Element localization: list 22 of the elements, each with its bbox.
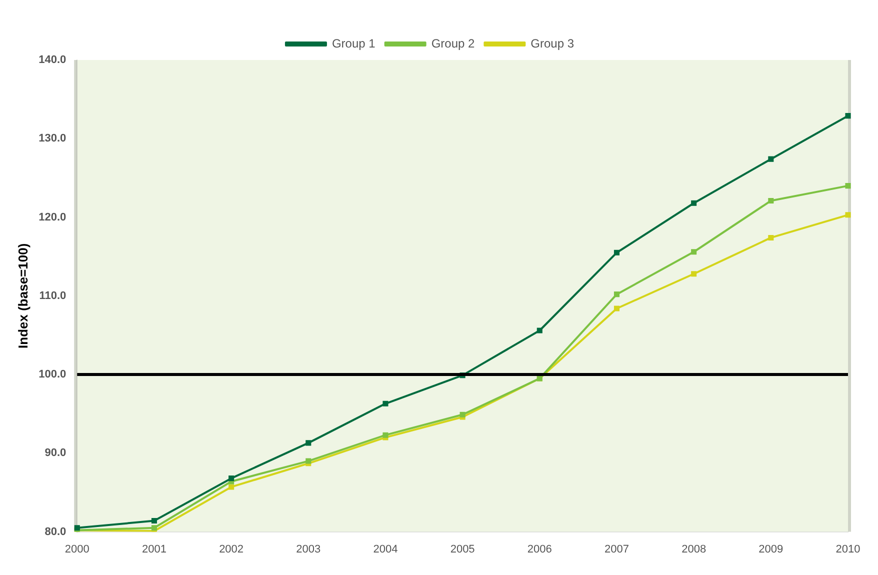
x-tick-label: 2000 xyxy=(64,543,90,556)
x-tick-label: 2003 xyxy=(296,543,321,556)
x-tick-label: 2005 xyxy=(450,543,475,556)
x-tick-label: 2002 xyxy=(219,543,244,556)
x-tick-label: 2009 xyxy=(758,543,784,556)
legend-label: Group 2 xyxy=(431,36,476,50)
y-tick-label: 120.0 xyxy=(38,211,66,224)
y-tick-label: 100.0 xyxy=(38,368,66,381)
y-tick-label: 140.0 xyxy=(38,54,66,66)
x-tick-label: 2007 xyxy=(604,543,629,556)
y-tick-label: 130.0 xyxy=(38,132,66,145)
y-tick-label: 80.0 xyxy=(44,526,66,538)
x-tick-label: 2004 xyxy=(373,543,398,556)
x-tick-label: 2010 xyxy=(836,543,860,556)
x-tick-label: 2001 xyxy=(142,543,166,556)
legend-label: Group 1 xyxy=(332,36,376,50)
y-axis-title: Index (base=100) xyxy=(15,243,30,348)
legend-label: Group 3 xyxy=(530,36,574,50)
x-tick-label: 2008 xyxy=(682,543,706,556)
x-tick-label: 2006 xyxy=(527,543,552,556)
y-tick-label: 110.0 xyxy=(39,290,66,302)
y-tick-label: 90.0 xyxy=(44,447,66,460)
